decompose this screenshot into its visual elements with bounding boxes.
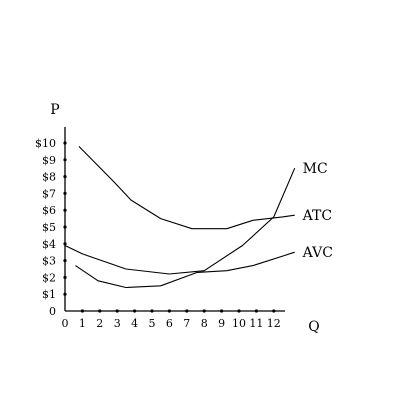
x-axis-dot xyxy=(167,309,171,313)
y-tick-labels: 0 $1 $2 $3 $4 $5 $6 $7 $8 $9 $10 xyxy=(35,137,56,318)
y-tick-label: $3 xyxy=(42,255,56,268)
atc-curve xyxy=(78,146,295,230)
y-axis-dots xyxy=(63,141,67,296)
y-axis-dot xyxy=(63,141,67,145)
y-tick-label: $4 xyxy=(42,238,56,251)
x-tick-label: 3 xyxy=(114,317,121,330)
x-tick-label: 6 xyxy=(166,317,173,330)
avc-curve xyxy=(75,251,295,289)
y-tick-label: $8 xyxy=(42,171,56,184)
y-tick-label: $5 xyxy=(42,221,56,234)
x-tick-label: 9 xyxy=(218,317,225,330)
y-axis-dot xyxy=(63,208,67,212)
x-axis-dot xyxy=(115,309,119,313)
x-axis-dots xyxy=(80,309,276,313)
y-tick-label: $6 xyxy=(42,204,56,217)
x-tick-label: 10 xyxy=(232,317,246,330)
x-tick-label: 0 xyxy=(62,317,69,330)
y-tick-label: $1 xyxy=(42,288,56,301)
y-axis-dot xyxy=(63,259,67,263)
x-axis-dot xyxy=(185,309,189,313)
x-axis-dot xyxy=(98,309,102,313)
x-axis-dot xyxy=(220,309,224,313)
y-axis-dot xyxy=(63,292,67,296)
series-lines xyxy=(64,146,296,289)
x-axis-dot xyxy=(237,309,241,313)
x-tick-label: 11 xyxy=(249,317,263,330)
x-tick-label: 5 xyxy=(149,317,156,330)
y-axis-label: P xyxy=(50,102,59,118)
x-axis-dot xyxy=(80,309,84,313)
x-tick-label: 8 xyxy=(201,317,208,330)
mc-label: MC xyxy=(303,161,328,177)
x-tick-label: 2 xyxy=(96,317,103,330)
y-tick-label: $10 xyxy=(35,137,56,150)
x-tick-label: 12 xyxy=(267,317,281,330)
x-axis-dot xyxy=(202,309,206,313)
y-axis-dot xyxy=(63,225,67,229)
mc-curve xyxy=(64,167,296,275)
y-axis-dot xyxy=(63,242,67,246)
y-axis-dot xyxy=(63,158,67,162)
avc-label: AVC xyxy=(302,245,333,261)
y-tick-label: $9 xyxy=(42,154,56,167)
x-tick-label: 4 xyxy=(131,317,138,330)
x-tick-label: 7 xyxy=(183,317,190,330)
atc-label: ATC xyxy=(302,208,332,224)
y-tick-label: $2 xyxy=(42,271,56,284)
y-axis-dot xyxy=(63,175,67,179)
y-axis-dot xyxy=(63,191,67,195)
x-axis-dot xyxy=(254,309,258,313)
y-axis-dot xyxy=(63,275,67,279)
x-axis-dot xyxy=(272,309,276,313)
y-tick-label: 0 xyxy=(49,305,56,318)
x-axis-dot xyxy=(133,309,137,313)
y-tick-label: $7 xyxy=(42,187,56,200)
series-labels: MC ATC AVC xyxy=(302,161,333,261)
x-axis-label: Q xyxy=(308,319,319,335)
x-tick-label: 1 xyxy=(79,317,86,330)
x-axis-dot xyxy=(150,309,154,313)
x-tick-labels: 0 1 2 3 4 5 6 7 8 9 10 11 12 xyxy=(62,317,281,330)
